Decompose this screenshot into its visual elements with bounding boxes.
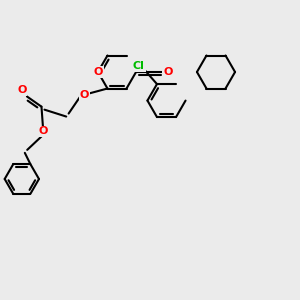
Text: O: O (163, 67, 172, 77)
Text: O: O (38, 126, 48, 136)
Text: O: O (93, 67, 103, 77)
Text: O: O (17, 85, 26, 95)
Text: Cl: Cl (133, 61, 145, 71)
Text: O: O (80, 90, 89, 100)
